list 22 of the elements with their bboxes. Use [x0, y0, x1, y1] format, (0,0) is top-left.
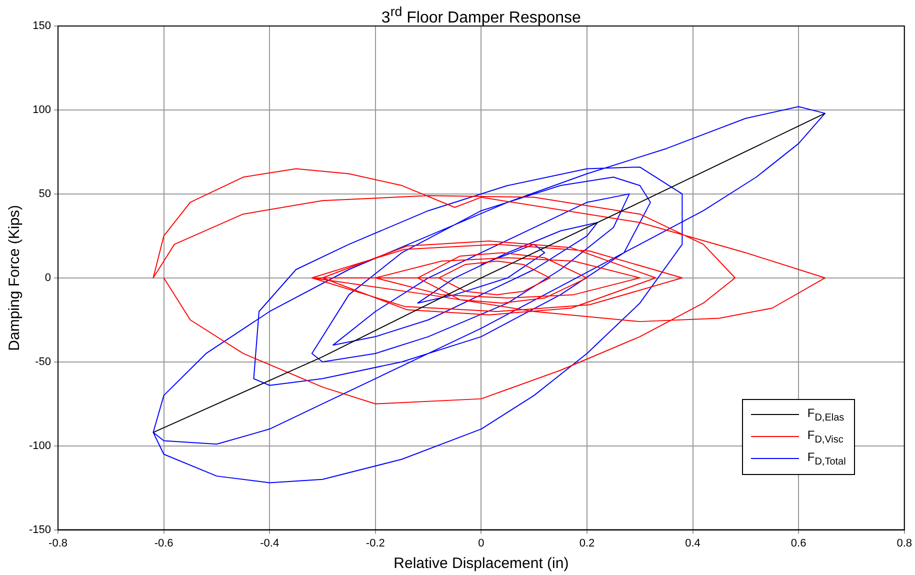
y-axis-title: Damping Force (Kips) [6, 204, 24, 351]
x-tick-label: -0.2 [366, 537, 385, 550]
y-tick-label: -50 [35, 356, 52, 368]
y-tick-label: 0 [44, 272, 52, 284]
legend-label: F$_{D,Visc}$ [807, 428, 844, 446]
chart-title: 3$^{rd}$ Floor Damper Response [380, 4, 582, 28]
x-tick-label: -0.4 [260, 537, 280, 550]
x-tick-label: -0.6 [154, 537, 174, 550]
x-tick-label: 0.6 [790, 537, 806, 550]
y-tick-label: 150 [32, 20, 52, 32]
x-tick-label: 0.2 [579, 537, 595, 550]
x-tick-label: 0.8 [896, 537, 912, 550]
x-tick-label: -0.8 [48, 537, 68, 550]
y-tick-label: -100 [28, 440, 52, 452]
x-axis-title: Relative Displacement (in) [394, 555, 569, 572]
x-tick-label: 0.4 [685, 537, 700, 550]
y-tick-label: 50 [38, 188, 52, 200]
y-tick-label: 100 [32, 104, 52, 116]
legend-label: F$_{D,Total}$ [807, 450, 846, 468]
legend-label: F$_{D,Elas}$ [807, 406, 844, 424]
x-tick-label: 0 [478, 537, 484, 550]
y-tick-label: -150 [28, 524, 52, 536]
